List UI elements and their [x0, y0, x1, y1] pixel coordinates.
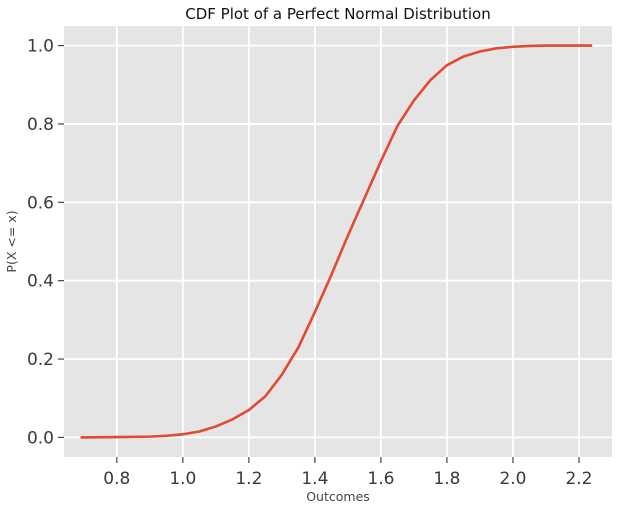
- axis-ticks: 0.8 1.0 1.2 1.4 1.6 1.8 2.0 2.2 0.0 0.2 0.4 0.6 0.8 1…: [27, 37, 593, 489]
- y-tick-label: 1.0: [27, 37, 54, 57]
- y-tick-label: 0.6: [27, 193, 54, 213]
- y-tick-label: 0.8: [27, 115, 54, 135]
- x-tick-label: 2.2: [565, 469, 592, 489]
- x-tick-label: 1.4: [301, 469, 328, 489]
- y-tick-label: 0.4: [27, 272, 54, 292]
- y-tick-label: 0.2: [27, 350, 54, 370]
- x-tick-label: 2.0: [499, 469, 526, 489]
- y-axis-label: P(X <= x): [4, 210, 19, 272]
- x-tick-label: 1.2: [235, 469, 262, 489]
- plot-area: [64, 26, 612, 457]
- x-tick-label: 0.8: [103, 469, 130, 489]
- cdf-line: [80, 44, 593, 439]
- chart-title: CDF Plot of a Perfect Normal Distributio…: [185, 5, 491, 23]
- y-tick-label: 0.0: [27, 428, 54, 448]
- x-tick-label: 1.8: [433, 469, 460, 489]
- x-tick-label: 1.6: [367, 469, 394, 489]
- x-axis-label: Outcomes: [306, 489, 370, 504]
- x-tick-label: 1.0: [169, 469, 196, 489]
